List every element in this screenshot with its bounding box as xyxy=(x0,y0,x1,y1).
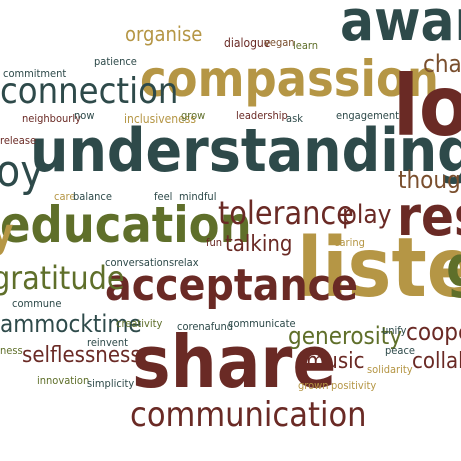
word-education: education xyxy=(0,196,252,254)
word-release: release xyxy=(0,134,37,147)
word-reinvent: reinvent xyxy=(87,336,129,349)
word-hammocktime: ammocktime xyxy=(0,310,142,338)
word-tolerance: tolerance xyxy=(218,194,354,232)
word-care: care xyxy=(54,190,76,203)
word-organise: organise xyxy=(125,22,203,46)
word-cooperation: cooper xyxy=(406,318,461,346)
word-commitment: commitment xyxy=(3,67,67,80)
word-gratitude: gratitude xyxy=(0,259,125,297)
word-patience: patience xyxy=(94,55,137,68)
word-collaboration: collab xyxy=(412,349,461,374)
word-learn: learn xyxy=(293,39,319,52)
word-thoughtful: thought xyxy=(398,166,461,194)
word-unify: unify xyxy=(382,324,407,337)
word-vegan: vegan xyxy=(264,36,295,49)
word-acceptance: acceptance xyxy=(105,260,358,311)
word-relax: relax xyxy=(174,256,199,269)
word-ask: ask xyxy=(286,112,303,125)
word-dialogue: dialogue xyxy=(224,36,271,50)
word-communication: communication xyxy=(130,395,367,435)
word-kindness: ness xyxy=(0,344,23,357)
word-connection: connection xyxy=(0,71,179,112)
word-now: now xyxy=(74,109,95,122)
word-play: play xyxy=(342,200,392,230)
word-love: love xyxy=(393,57,461,155)
word-y-left: y xyxy=(0,214,13,254)
word-innovation: innovation xyxy=(37,374,90,387)
word-peace: peace xyxy=(385,344,415,357)
word-joy: oy xyxy=(0,146,44,197)
word-fun: fun xyxy=(206,236,223,249)
word-talking: talking xyxy=(225,232,293,257)
word-grown: grown xyxy=(298,379,329,392)
word-respect: res xyxy=(397,185,461,248)
word-solidarity: solidarity xyxy=(367,363,413,376)
word-leadership: leadership xyxy=(236,109,288,122)
word-engagement: engagement xyxy=(336,109,399,122)
word-balance: balance xyxy=(73,190,112,203)
word-inclusiveness: inclusiveness xyxy=(124,112,197,126)
word-listen: listen xyxy=(297,221,461,316)
word-creativity: creativity xyxy=(116,317,163,330)
word-charity: char xyxy=(423,50,461,78)
word-understanding: understanding xyxy=(30,116,461,186)
word-corenafund: corenafund xyxy=(177,320,234,333)
word-feel: feel xyxy=(154,190,173,203)
word-selflessness: selflessness xyxy=(22,343,141,368)
word-mindful: mindful xyxy=(179,190,217,203)
word-neighbourly: neighbourly xyxy=(22,112,81,125)
word-g-right: g xyxy=(446,240,461,296)
word-conversations: conversations xyxy=(105,256,175,269)
word-compassion: compassion xyxy=(140,50,439,108)
word-aware: aware xyxy=(340,0,461,54)
word-commune: commune xyxy=(12,297,62,310)
word-grow: grow xyxy=(181,109,206,122)
word-caring: caring xyxy=(334,236,365,249)
word-positivity: positivity xyxy=(331,379,377,392)
word-music: music xyxy=(306,349,365,374)
word-generosity: generosity xyxy=(288,322,403,350)
word-simplicity: simplicity xyxy=(87,377,135,390)
word-communicate: communicate xyxy=(228,317,296,330)
word-share: share xyxy=(132,320,337,404)
